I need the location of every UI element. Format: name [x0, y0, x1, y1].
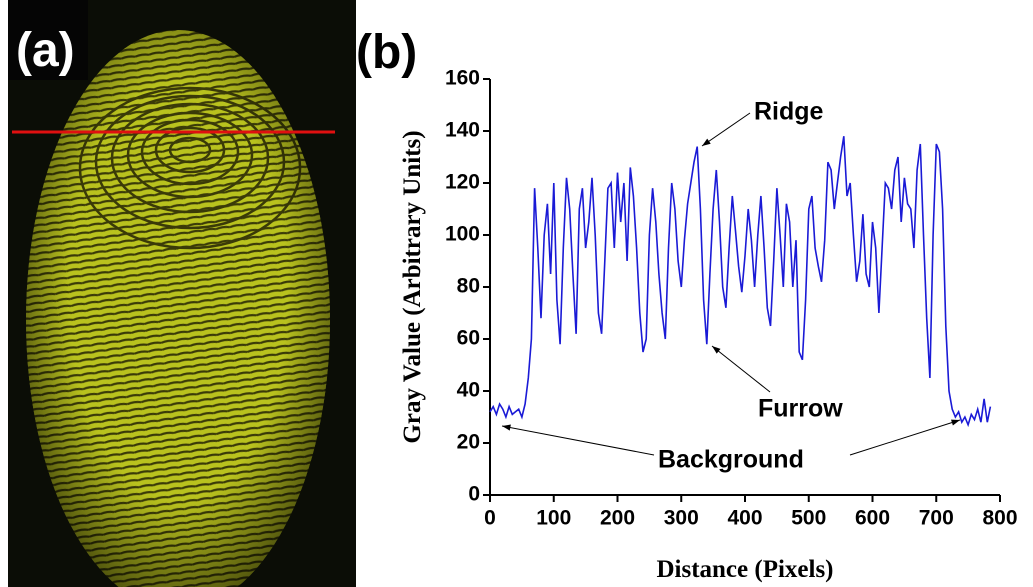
annotation: Furrow [758, 395, 843, 423]
x-tick-label: 400 [727, 507, 762, 530]
fingerprint-image: (a) [8, 0, 356, 587]
x-tick-label: 0 [484, 507, 496, 530]
y-tick-label: 160 [445, 67, 480, 90]
arrow-head [502, 424, 511, 431]
y-tick-label: 120 [445, 171, 480, 194]
data-line [489, 136, 992, 428]
x-tick-label: 800 [982, 507, 1017, 530]
arrow-head [712, 346, 721, 354]
x-tick-label: 700 [919, 507, 954, 530]
x-axis-label: Distance (Pixels) [656, 556, 833, 583]
x-tick-label: 300 [664, 507, 699, 530]
y-axis-label: Gray Value (Arbitrary Units) [399, 130, 426, 443]
annotation-arrow [711, 345, 771, 393]
annotation-arrow [501, 425, 655, 456]
y-tick-label: 40 [457, 379, 480, 402]
annotation-arrow [701, 112, 751, 147]
annotation-arrow [849, 419, 961, 456]
panel-label: (a) [16, 24, 75, 77]
arrow-head [702, 138, 711, 146]
annotation: Background [658, 446, 804, 474]
x-tick-label: 600 [855, 507, 890, 530]
y-tick-label: 20 [457, 431, 480, 454]
y-tick-label: 100 [445, 223, 480, 246]
panel-label: (b) [356, 26, 417, 79]
x-tick-label: 200 [600, 507, 635, 530]
x-tick-label: 500 [791, 507, 826, 530]
annotation: Ridge [754, 98, 824, 126]
x-tick-label: 100 [536, 507, 571, 530]
y-tick-label: 80 [457, 275, 480, 298]
y-tick-label: 140 [445, 119, 480, 142]
y-tick-label: 0 [468, 483, 480, 506]
y-tick-label: 60 [457, 327, 480, 350]
arrow-head [951, 419, 960, 426]
